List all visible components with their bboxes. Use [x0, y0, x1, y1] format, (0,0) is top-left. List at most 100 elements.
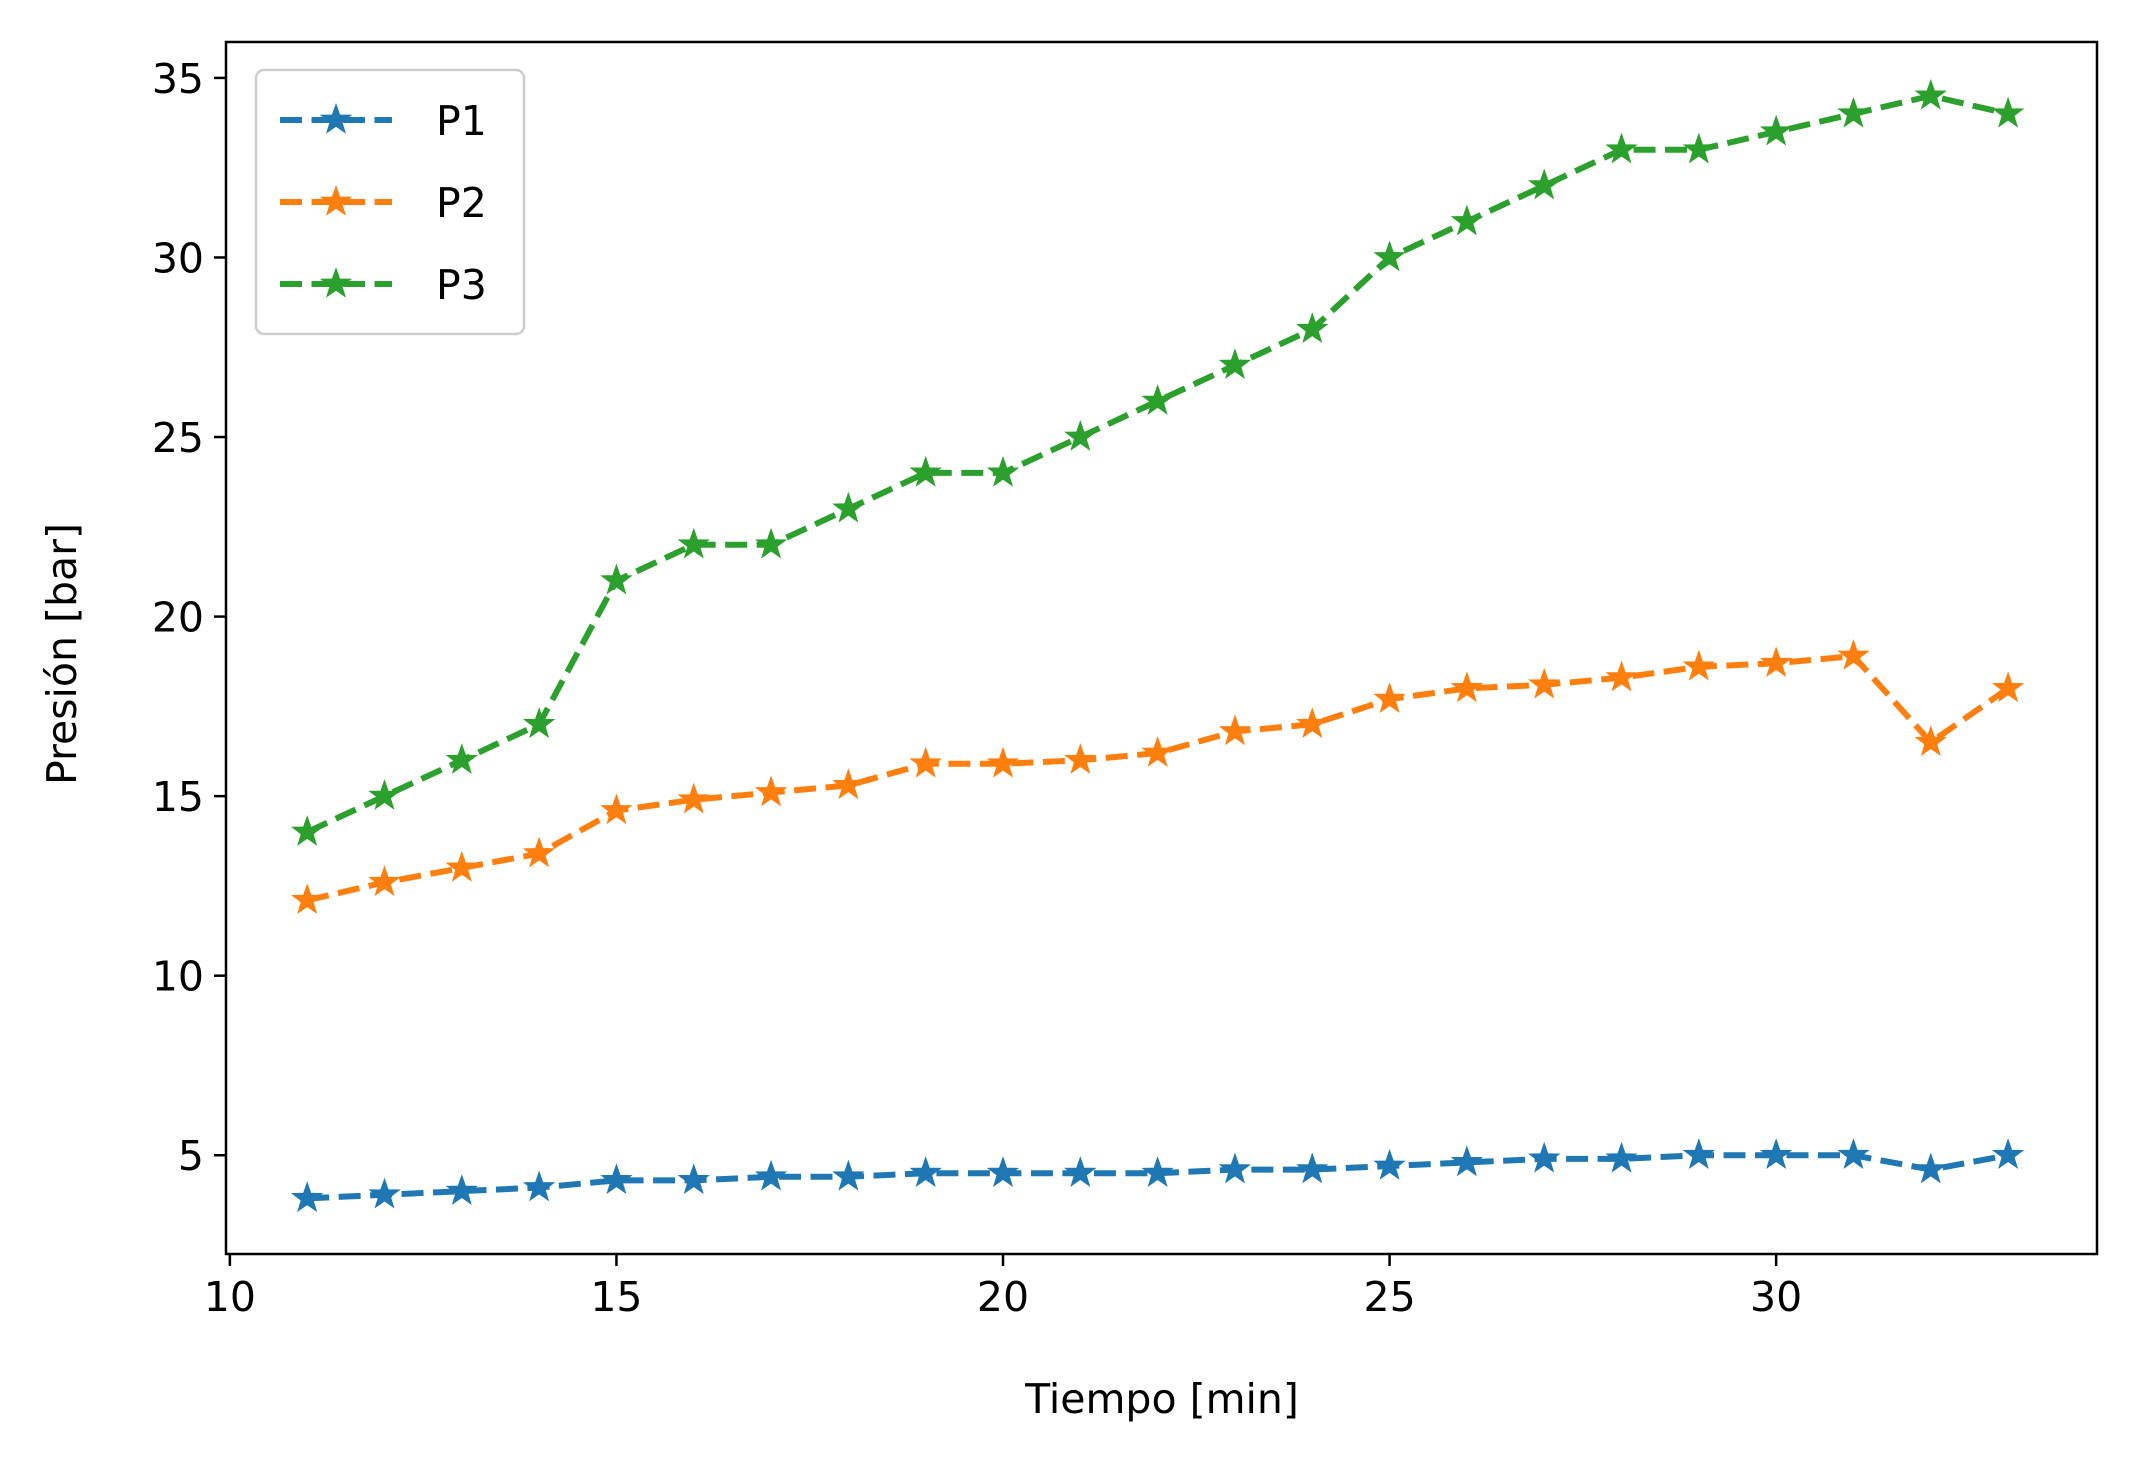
x-tick-label: 25: [1363, 1273, 1415, 1321]
data-point: [290, 1181, 324, 1213]
data-point: [754, 527, 788, 559]
data-point: [1682, 1138, 1716, 1170]
data-point: [909, 1156, 942, 1187]
data-point: [445, 1174, 479, 1205]
data-point: [522, 836, 556, 868]
x-axis-label: Tiempo [min]: [1024, 1375, 1299, 1423]
data-point: [600, 563, 633, 595]
data-point: [600, 1163, 633, 1195]
y-tick-label: 5: [178, 1132, 204, 1180]
data-point: [1450, 1145, 1484, 1177]
data-point: [522, 1170, 556, 1202]
data-point: [290, 883, 324, 915]
data-point: [1527, 168, 1561, 200]
series-layer: [290, 78, 2025, 1213]
plot-frame: [224, 40, 2099, 1256]
data-point: [1914, 78, 1947, 110]
data-point: [1373, 682, 1406, 713]
legend-label: P2: [436, 179, 487, 227]
data-point: [677, 527, 710, 559]
data-point: [1527, 1141, 1561, 1173]
y-tick-label: 20: [152, 594, 204, 642]
legend-marker-swatch: [319, 184, 353, 216]
data-point: [1141, 384, 1174, 415]
legend: P1 P2 P3: [254, 68, 526, 336]
data-point: [832, 1159, 865, 1191]
data-point: [1682, 649, 1716, 681]
data-point: [1064, 419, 1097, 451]
data-point: [1759, 114, 1793, 146]
data-point: [1450, 204, 1484, 236]
data-point: [368, 779, 401, 810]
data-point: [986, 1156, 1020, 1187]
series-p2: [290, 639, 2025, 915]
data-point: [1141, 735, 1174, 767]
data-point: [1759, 1138, 1793, 1170]
data-point: [1141, 1156, 1174, 1187]
data-point: [1991, 1138, 2025, 1170]
data-point: [368, 1177, 401, 1209]
series-p3: [290, 78, 2025, 846]
data-point: [1450, 671, 1484, 703]
data-point: [1218, 1152, 1252, 1184]
data-point: [1837, 639, 1870, 670]
data-point: [1064, 1156, 1097, 1187]
y-tick-label: 25: [152, 414, 204, 462]
data-point: [1605, 1141, 1638, 1173]
data-point: [832, 768, 865, 800]
data-point: [445, 850, 479, 882]
data-point: [1914, 1152, 1947, 1184]
legend-item-p3: P3: [280, 261, 487, 309]
data-point: [909, 746, 942, 778]
data-point: [1296, 312, 1329, 344]
data-point: [677, 1163, 710, 1195]
data-point: [1296, 707, 1329, 739]
legend-marker-swatch: [319, 266, 353, 298]
y-tick-label: 35: [152, 55, 204, 103]
data-point: [1837, 1138, 1870, 1170]
legend-item-p1: P1: [280, 97, 487, 145]
y-tick-label: 10: [152, 953, 204, 1001]
data-point: [1837, 96, 1870, 128]
data-point: [909, 455, 942, 487]
data-point: [1759, 646, 1793, 678]
data-point: [1373, 240, 1406, 272]
data-point: [986, 455, 1020, 487]
data-point: [1064, 743, 1097, 775]
data-point: [832, 491, 865, 523]
data-point: [1991, 96, 2025, 128]
y-axis-label: Presión [bar]: [38, 523, 86, 785]
data-point: [1682, 132, 1716, 164]
data-point: [986, 746, 1020, 778]
x-tick-label: 10: [204, 1273, 256, 1321]
x-tick-label: 15: [590, 1273, 642, 1321]
legend-label: P1: [436, 97, 487, 145]
data-point: [522, 707, 556, 739]
data-point: [368, 865, 401, 897]
data-point: [1527, 667, 1561, 699]
legend-label: P3: [436, 261, 487, 309]
data-point: [677, 782, 710, 814]
y-tick-label: 30: [152, 234, 204, 282]
data-point: [1991, 671, 2025, 703]
data-point: [1605, 132, 1638, 164]
data-point: [1218, 714, 1252, 746]
legend-marker-swatch: [319, 102, 353, 134]
data-point: [1914, 725, 1947, 757]
series-p1: [290, 1138, 2025, 1213]
data-point: [290, 814, 324, 846]
x-tick-label: 30: [1750, 1273, 1802, 1321]
x-tick-label: 20: [977, 1273, 1029, 1321]
data-point: [1605, 660, 1638, 692]
data-point: [754, 775, 788, 807]
axes-layer: 10 15 20 25 30 5 10 15 20 25 30 35: [152, 40, 2099, 1321]
data-point: [754, 1159, 788, 1191]
data-point: [1296, 1152, 1329, 1184]
data-point: [1373, 1148, 1406, 1180]
y-tick-label: 15: [152, 773, 204, 821]
data-point: [445, 743, 479, 775]
data-point: [1218, 348, 1252, 379]
legend-item-p2: P2: [280, 179, 487, 227]
